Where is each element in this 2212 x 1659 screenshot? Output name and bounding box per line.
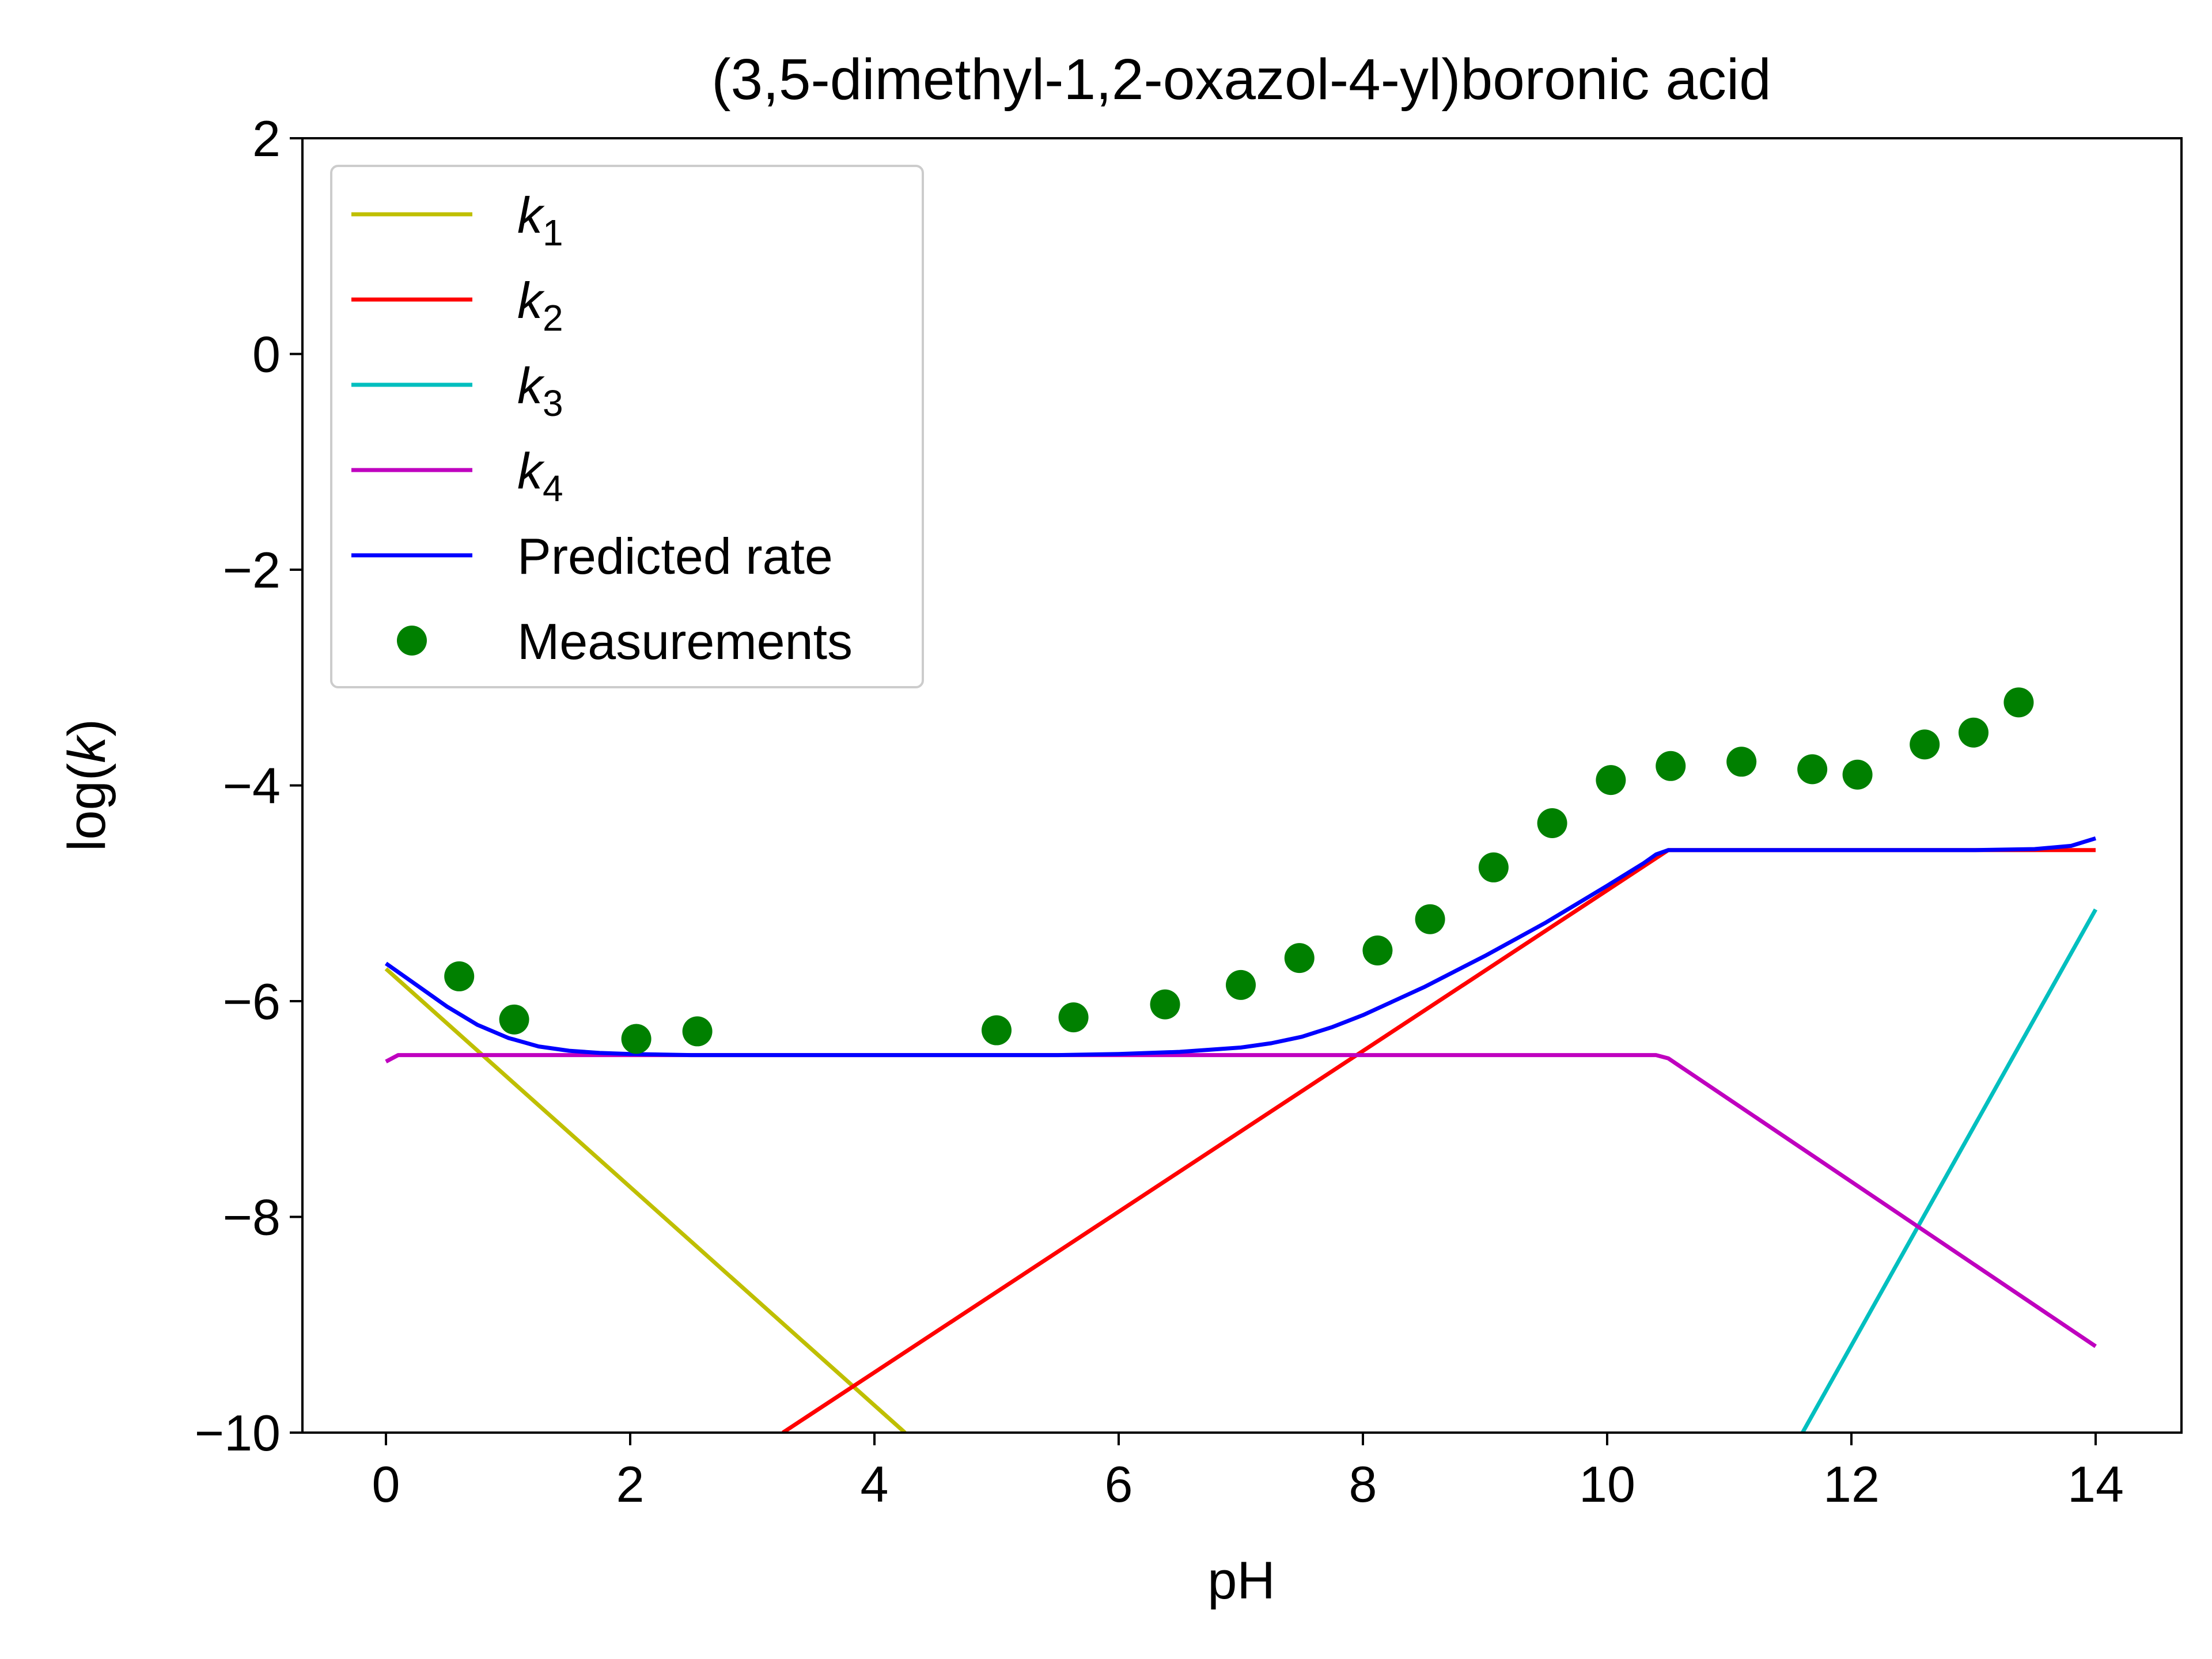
measurement-point	[1362, 935, 1393, 965]
legend-label-predicted-rate: Predicted rate	[517, 528, 833, 585]
x-tick-label: 8	[1349, 1456, 1377, 1513]
y-tick-label: −6	[223, 973, 281, 1030]
legend-swatch-measurements	[397, 626, 427, 656]
measurement-point	[1656, 751, 1686, 781]
legend-label-k4: k4	[517, 442, 563, 509]
measurement-point	[1478, 852, 1509, 882]
plot-frame	[301, 137, 2183, 1434]
legend-label-measurements: Measurements	[517, 613, 853, 670]
y-axis-label-pre: log(	[58, 763, 116, 851]
measurement-point	[1537, 808, 1567, 839]
x-tick-label: 6	[1105, 1456, 1133, 1513]
y-tick-label: −10	[195, 1404, 281, 1461]
y-tick-label: 2	[252, 110, 281, 167]
measurement-point	[1842, 759, 1873, 790]
legend-label-k2: k2	[517, 272, 563, 339]
legend-label-text: Predicted rate	[517, 528, 833, 585]
measurement-point	[621, 1024, 652, 1054]
y-tick-label: −2	[223, 541, 281, 599]
legend-label-var: k	[517, 357, 545, 414]
measurement-point	[499, 1004, 529, 1035]
measurement-point	[444, 961, 475, 991]
x-tick-label: 12	[1823, 1456, 1880, 1513]
series-line-k3	[1801, 908, 2098, 1433]
legend-label-var: k	[517, 442, 545, 499]
y-axis-label: log(k)	[58, 719, 116, 851]
measurement-point	[1596, 765, 1626, 796]
x-tick-label: 0	[372, 1456, 400, 1513]
chart-title: (3,5-dimethyl-1,2-oxazol-4-yl)boronic ac…	[711, 47, 1771, 112]
legend-label-var: k	[517, 187, 545, 244]
x-tick-label: 14	[2067, 1456, 2124, 1513]
measurement-point	[1226, 969, 1256, 1000]
legend-label-k1: k1	[517, 187, 563, 253]
measurement-point	[1959, 717, 1988, 748]
y-tick-label: 0	[252, 326, 281, 383]
series-line-predicted-rate	[384, 836, 2097, 1058]
x-axis-label: pH	[1207, 1551, 1275, 1610]
legend-box	[330, 165, 924, 688]
series-line-k4	[385, 1053, 2097, 1349]
measurement-point	[1797, 754, 1828, 785]
legend-label-k3: k3	[517, 357, 563, 424]
legend-label-text: Measurements	[517, 613, 853, 670]
y-tick-label: −4	[223, 757, 281, 815]
legend-label-var: k	[517, 272, 545, 329]
x-tick-label: 4	[861, 1456, 889, 1513]
measurement-point	[1058, 1002, 1089, 1033]
measurement-point	[1150, 989, 1180, 1020]
measurement-point	[1910, 729, 1940, 760]
y-tick-label: −8	[223, 1189, 281, 1246]
measurement-point	[1726, 747, 1757, 777]
x-tick-label: 2	[616, 1456, 645, 1513]
y-axis-ticks: 2 0 −2 −4 −6 −8 −10	[195, 110, 302, 1461]
series-line-k1	[384, 967, 907, 1433]
legend-label-subscript: 2	[543, 297, 563, 339]
plot-series	[384, 687, 2098, 1433]
measurement-point	[1415, 904, 1445, 934]
y-axis-label-post: )	[58, 719, 116, 737]
y-axis-label-var: k	[58, 734, 116, 763]
x-axis-ticks: 0 2 4 6 8 10 12 14	[372, 1433, 2124, 1513]
legend-label-subscript: 1	[543, 212, 563, 253]
measurement-point	[1284, 943, 1315, 974]
measurement-point	[982, 1015, 1012, 1046]
legend-label-subscript: 3	[543, 382, 563, 424]
measurement-point	[682, 1016, 713, 1047]
x-tick-label: 10	[1579, 1456, 1635, 1513]
measurement-point	[2003, 687, 2034, 718]
legend-label-subscript: 4	[543, 468, 563, 509]
